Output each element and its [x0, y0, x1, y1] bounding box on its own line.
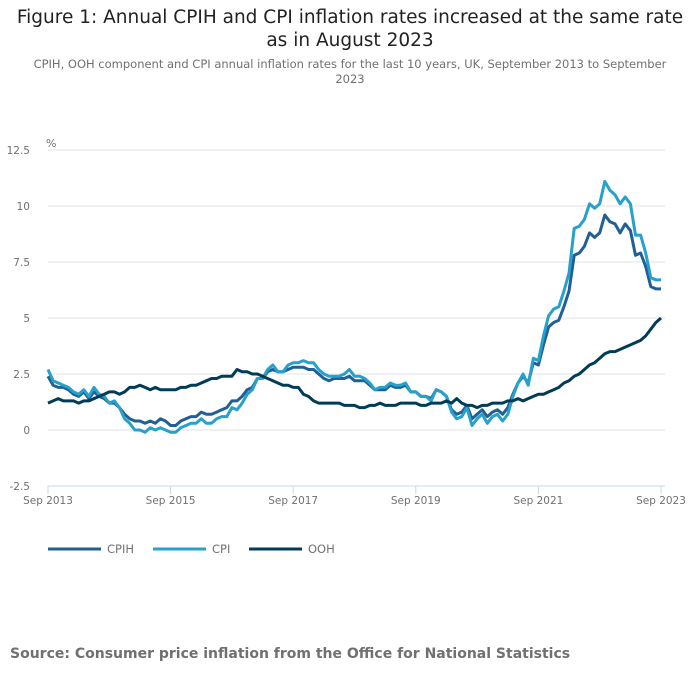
y-axis-label: % [46, 137, 56, 150]
x-tick-label: Sep 2017 [268, 495, 318, 507]
x-tick-label: Sep 2023 [636, 495, 686, 507]
y-axis: 12.5 10 7.5 5 2.5 0 -2.5 [7, 145, 30, 493]
series-line-ooh [47, 316, 662, 410]
y-tick-label: 7.5 [13, 257, 30, 269]
chart-subtitle: CPIH, OOH component and CPI annual infla… [33, 57, 667, 86]
y-tick-label: -2.5 [10, 481, 31, 493]
legend-label: CPIH [107, 542, 134, 556]
legend-label: CPI [212, 542, 230, 556]
legend-label: OOH [308, 542, 335, 556]
y-tick-label: 5 [23, 313, 30, 325]
legend-item-ooh: OOH [249, 542, 335, 556]
y-tick-label: 2.5 [13, 369, 30, 381]
x-axis: Sep 2013 Sep 2015 Sep 2017 Sep 2019 Sep 2021… [23, 486, 686, 507]
source-note: Source: Consumer price inflation from th… [10, 646, 571, 662]
y-tick-label: 0 [23, 425, 30, 437]
y-tick-label: 10 [17, 201, 30, 213]
x-tick-label: Sep 2015 [146, 495, 196, 507]
x-tick-label: Sep 2019 [391, 495, 441, 507]
legend: CPIH CPI OOH [48, 542, 335, 556]
chart-title: Figure 1: Annual CPIH and CPI inflation … [16, 7, 684, 51]
x-tick-label: Sep 2013 [23, 495, 73, 507]
series-line-cpi [46, 179, 661, 434]
legend-item-cpi: CPI [153, 542, 230, 556]
y-tick-label: 12.5 [7, 145, 30, 157]
series-line-cpih [46, 213, 661, 427]
legend-item-cpih: CPIH [48, 542, 134, 556]
x-tick-label: Sep 2021 [513, 495, 563, 507]
series-lines [46, 179, 662, 434]
gridlines [48, 149, 665, 487]
